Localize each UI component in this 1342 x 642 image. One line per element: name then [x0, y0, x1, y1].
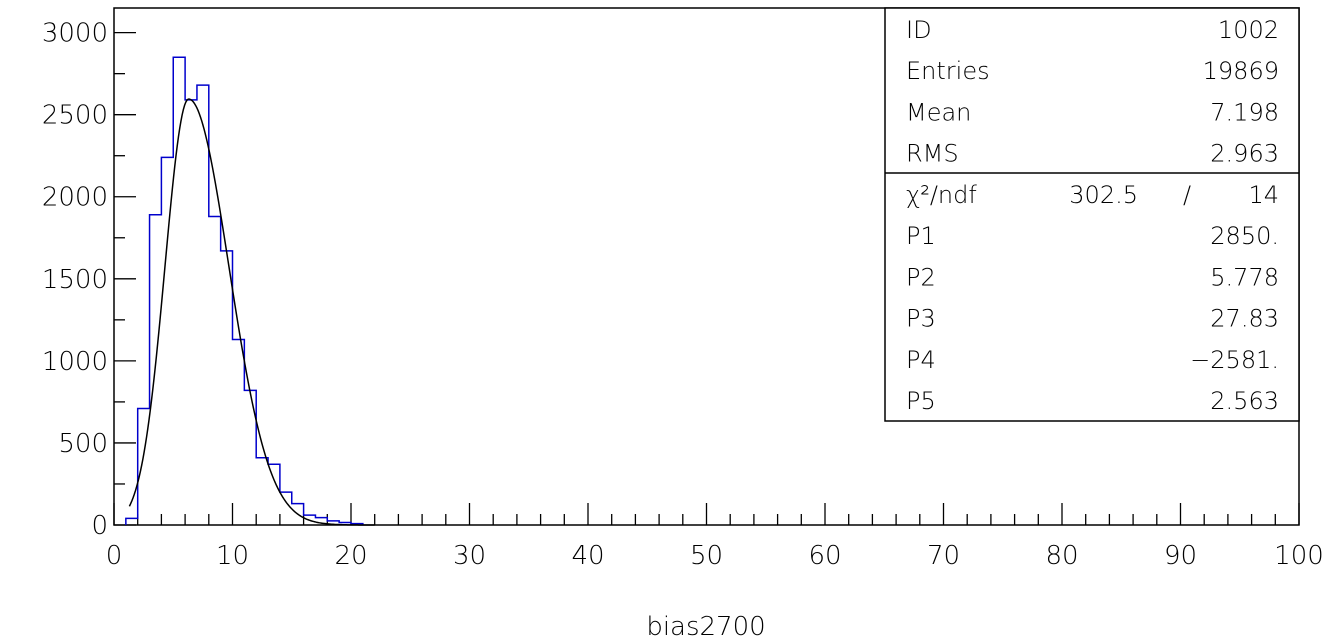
y-tick-label: 500	[58, 429, 108, 459]
x-tick-label: 100	[1274, 541, 1324, 571]
stats-value: 2.963	[1210, 140, 1279, 168]
y-axis: 0 500 1000 1500 2000 2500 3000	[42, 19, 136, 541]
y-tick-label: 2500	[42, 101, 108, 131]
histogram-bin	[197, 85, 209, 525]
histogram-bin	[256, 458, 268, 525]
fit-value: 5.778	[1210, 263, 1279, 291]
stats-label: ID	[906, 16, 932, 44]
x-tick-label: 10	[216, 541, 249, 571]
x-tick-label: 90	[1164, 541, 1197, 571]
fit-value: 2.563	[1210, 387, 1279, 415]
stats-box: ID 1002 Entries 19869 Mean 7.198 RMS 2.963 χ²/nd…	[884, 7, 1300, 422]
histogram-series	[125, 56, 364, 525]
stats-value: 7.198	[1210, 98, 1279, 126]
y-tick-label: 2000	[42, 183, 108, 213]
y-tick-label: 0	[91, 511, 108, 541]
x-tick-label: 20	[334, 541, 367, 571]
x-axis: 0 10 20 30 40 50 60 70 80 90 100	[106, 503, 1324, 571]
chi2-value: 302.5	[1069, 181, 1138, 209]
y-tick-label: 3000	[42, 19, 108, 49]
fit-value: −2581.	[1190, 346, 1279, 374]
x-axis-title: bias2700	[646, 612, 765, 642]
fit-curve	[128, 98, 375, 526]
histogram-bin	[185, 100, 197, 525]
fit-value: 14	[1248, 181, 1279, 209]
fit-value: 2850.	[1210, 222, 1279, 250]
x-tick-label: 60	[808, 541, 841, 571]
stats-value: 19869	[1203, 57, 1279, 85]
stats-label: RMS	[906, 140, 959, 168]
x-tick-label: 50	[690, 541, 723, 571]
histogram-bin	[221, 251, 233, 525]
histogram-bin	[268, 464, 280, 525]
stats-label: Mean	[906, 98, 971, 126]
stats-rows: ID 1002 Entries 19869 Mean 7.198 RMS 2.963 χ²/nd…	[906, 16, 1279, 415]
y-tick-label: 1000	[42, 347, 108, 377]
histogram-bin	[126, 518, 138, 525]
fit-label: P1	[906, 222, 936, 250]
histogram-bin	[161, 157, 173, 525]
fit-label: P2	[906, 263, 936, 291]
histogram-bin	[233, 340, 245, 525]
x-tick-label: 80	[1045, 541, 1078, 571]
histogram-bin	[209, 216, 221, 525]
stats-box-frame	[884, 7, 1300, 422]
histogram-outline	[125, 56, 364, 525]
x-tick-label: 30	[453, 541, 486, 571]
stats-label: Entries	[906, 57, 990, 85]
fit-label: P4	[906, 346, 936, 374]
x-tick-label: 40	[571, 541, 604, 571]
fit-label: P3	[906, 305, 936, 333]
fit-label: χ²/ndf	[906, 181, 977, 209]
x-tick-label: 70	[927, 541, 960, 571]
fit-label: P5	[906, 387, 936, 415]
x-tick-label: 0	[106, 541, 123, 571]
histogram-bin	[280, 492, 292, 525]
y-tick-label: 1500	[42, 265, 108, 295]
stats-value: 1002	[1218, 16, 1279, 44]
chi2-separator: /	[1183, 181, 1191, 209]
fit-value: 27.83	[1210, 305, 1279, 333]
